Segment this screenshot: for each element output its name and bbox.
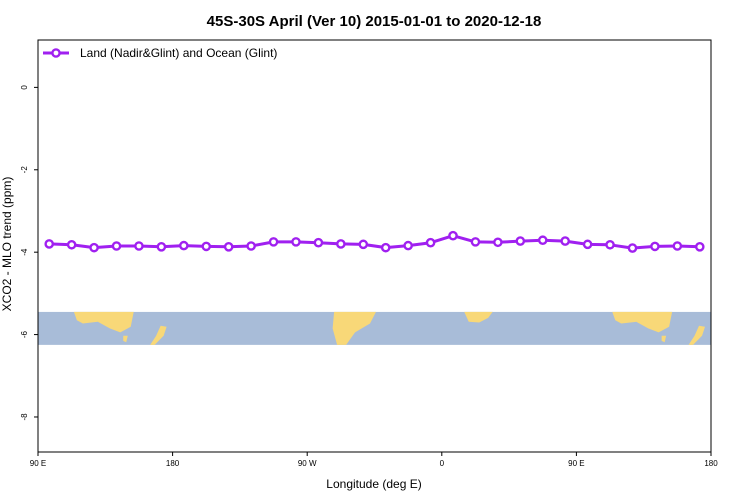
x-axis-label: Longitude (deg E) (326, 477, 421, 491)
data-point (582, 239, 593, 250)
y-axis-label: XCO2 - MLO trend (ppm) (0, 177, 14, 312)
map-land-south-america (332, 311, 376, 345)
data-point (537, 235, 548, 246)
data-point (313, 237, 324, 248)
legend-marker (51, 48, 61, 58)
y-tick-label: -4 (20, 248, 29, 256)
data-point (201, 241, 212, 252)
data-point (650, 241, 660, 252)
data-point (470, 237, 481, 247)
data-point (627, 243, 638, 253)
x-tick-label: 90 E (30, 459, 46, 468)
data-point (425, 237, 436, 248)
data-point (44, 239, 55, 249)
data-point (223, 242, 234, 252)
data-point (605, 239, 615, 250)
data-point (134, 241, 144, 251)
data-point (560, 236, 570, 246)
plot-frame (37, 39, 712, 453)
series-line (49, 234, 700, 250)
map-land-new-zealand (150, 325, 167, 345)
data-point (515, 236, 526, 246)
y-tick-label: -2 (20, 166, 29, 174)
data-point (448, 230, 458, 241)
data-point (89, 242, 99, 253)
y-tick-label: 0 (20, 85, 29, 90)
data-point (291, 237, 301, 247)
data-point (111, 241, 122, 251)
x-tick-label: 90 E (568, 459, 584, 468)
data-point (403, 240, 413, 251)
data-point (268, 237, 279, 247)
data-point (493, 237, 503, 248)
data-point (156, 242, 167, 252)
data-point (358, 239, 369, 250)
data-point (694, 242, 705, 252)
map-strip-ocean (38, 311, 711, 345)
x-tick-label: 180 (704, 459, 718, 468)
map-land-tasmania (123, 335, 128, 343)
legend-label: Land (Nadir&Glint) and Ocean (Glint) (80, 46, 277, 60)
x-tick-label: 0 (440, 459, 445, 468)
map-land-tasmania-2 (661, 335, 667, 343)
x-tick-label: 180 (166, 459, 180, 468)
plot-area: 90 E 180 90 W 0 90 E 180 0 -2 -4 -6 -8 Land (Nadir&… (20, 39, 718, 468)
data-point (336, 239, 346, 249)
chart-title: 45S-30S April (Ver 10) 2015-01-01 to 202… (207, 13, 542, 30)
map-land-new-zealand-2 (688, 325, 706, 345)
x-tick-label: 90 W (298, 459, 317, 468)
data-point (672, 241, 683, 251)
data-point (179, 240, 189, 251)
map-land-africa (464, 311, 493, 323)
map-land-australia (73, 311, 134, 333)
y-tick-label: -6 (20, 330, 29, 338)
data-point (66, 239, 77, 250)
data-point (246, 241, 256, 251)
data-point (380, 242, 391, 253)
map-land-australia-2 (612, 311, 673, 333)
y-tick-label: -8 (20, 413, 29, 421)
